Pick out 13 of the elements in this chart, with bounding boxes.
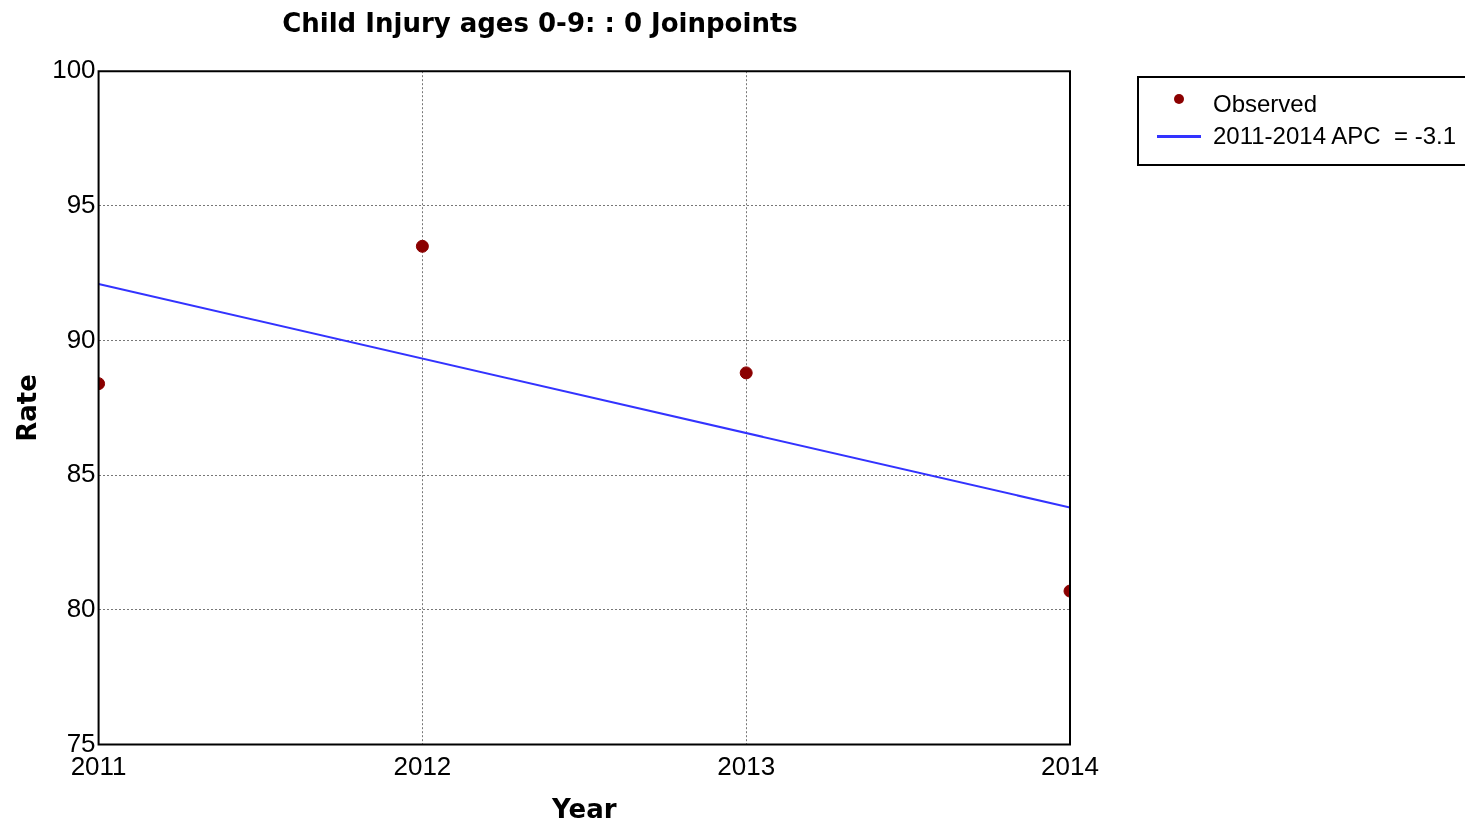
y-tick-label: 100 bbox=[52, 54, 96, 85]
y-tick-label: 85 bbox=[66, 458, 96, 489]
x-axis-title: Year bbox=[551, 794, 617, 825]
y-tick-label: 95 bbox=[66, 189, 96, 220]
chart-title: Child Injury ages 0-9: : 0 Joinpoints bbox=[282, 8, 798, 39]
legend-label: 2011-2014 APC = -3.1 bbox=[1213, 122, 1457, 150]
x-tick-label: 2013 bbox=[717, 751, 776, 782]
y-tick-label: 80 bbox=[66, 593, 96, 624]
y-tick-label: 90 bbox=[66, 323, 96, 354]
x-tick-label: 2012 bbox=[393, 751, 452, 782]
x-tick-label: 2014 bbox=[1041, 751, 1099, 782]
legend-label: Observed bbox=[1213, 90, 1318, 118]
y-axis-title: Rate bbox=[12, 374, 43, 442]
